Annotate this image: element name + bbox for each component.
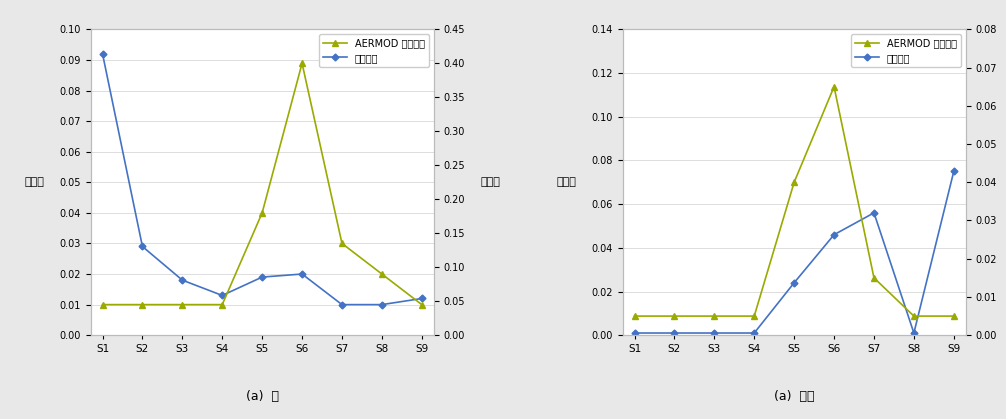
AERMOD 모델결과 (296, 61, 308, 66)
Line: 실측결과: 실측결과 (100, 52, 425, 307)
AERMOD 모델결과 (868, 275, 880, 280)
AERMOD 모델결과 (668, 313, 680, 318)
실측결과 (257, 274, 269, 279)
실측결과 (629, 331, 641, 336)
AERMOD 모델결과 (748, 313, 761, 318)
실측결과 (137, 244, 149, 249)
Text: (a)  봄: (a) 봄 (245, 390, 279, 403)
Line: 실측결과: 실측결과 (632, 169, 957, 336)
AERMOD 모델결과 (137, 302, 149, 307)
Y-axis label: 실측값: 실측값 (556, 177, 576, 187)
AERMOD 모델결과 (948, 313, 960, 318)
실측결과 (868, 210, 880, 215)
AERMOD 모델결과 (257, 210, 269, 215)
실측결과 (708, 331, 720, 336)
AERMOD 모델결과 (828, 84, 840, 89)
실측결과 (668, 331, 680, 336)
실측결과 (415, 296, 428, 301)
Y-axis label: 실측값: 실측값 (24, 177, 44, 187)
실측결과 (376, 302, 388, 307)
Line: AERMOD 모델결과: AERMOD 모델결과 (632, 84, 957, 319)
AERMOD 모델결과 (376, 272, 388, 277)
실측결과 (176, 278, 188, 283)
실측결과 (907, 331, 919, 336)
AERMOD 모델결과 (176, 302, 188, 307)
Legend: AERMOD 모델결과, 실측결과: AERMOD 모델결과, 실측결과 (851, 34, 961, 67)
Line: AERMOD 모델결과: AERMOD 모델결과 (100, 60, 425, 308)
실측결과 (216, 293, 228, 298)
AERMOD 모델결과 (788, 180, 800, 185)
실측결과 (948, 169, 960, 174)
AERMOD 모델결과 (336, 241, 348, 246)
실측결과 (336, 302, 348, 307)
실측결과 (97, 51, 109, 56)
AERMOD 모델결과 (415, 302, 428, 307)
Y-axis label: 모델값: 모델값 (480, 177, 500, 187)
실측결과 (748, 331, 761, 336)
실측결과 (296, 272, 308, 277)
AERMOD 모델결과 (97, 302, 109, 307)
AERMOD 모델결과 (708, 313, 720, 318)
AERMOD 모델결과 (216, 302, 228, 307)
실측결과 (828, 232, 840, 237)
AERMOD 모델결과 (907, 313, 919, 318)
실측결과 (788, 280, 800, 285)
AERMOD 모델결과 (629, 313, 641, 318)
Legend: AERMOD 모델결과, 실측결과: AERMOD 모델결과, 실측결과 (319, 34, 429, 67)
Text: (a)  가을: (a) 가을 (774, 390, 815, 403)
